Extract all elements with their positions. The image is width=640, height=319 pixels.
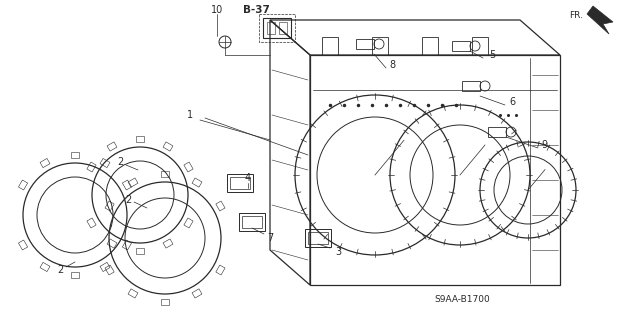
Bar xyxy=(356,39,374,49)
Text: 4: 4 xyxy=(245,173,251,183)
Text: FR.: FR. xyxy=(569,11,583,20)
Text: 6: 6 xyxy=(509,97,515,107)
Text: 7: 7 xyxy=(267,233,273,243)
Text: 10: 10 xyxy=(211,5,223,15)
Polygon shape xyxy=(587,6,613,34)
Bar xyxy=(308,232,328,244)
Bar xyxy=(263,18,291,38)
Bar xyxy=(230,177,250,189)
Bar xyxy=(267,22,275,34)
Bar xyxy=(305,229,331,247)
Text: B-37: B-37 xyxy=(243,5,269,15)
Text: 9: 9 xyxy=(541,140,547,150)
Bar xyxy=(452,41,470,51)
Text: 5: 5 xyxy=(489,50,495,60)
Bar xyxy=(472,37,488,55)
Bar xyxy=(422,37,438,55)
Bar xyxy=(239,213,265,231)
Text: 1: 1 xyxy=(187,110,193,120)
Text: 2: 2 xyxy=(57,265,63,275)
Bar xyxy=(488,127,506,137)
Text: S9AA-B1700: S9AA-B1700 xyxy=(434,295,490,305)
Bar xyxy=(372,37,388,55)
Text: 2: 2 xyxy=(117,157,123,167)
Bar xyxy=(322,37,338,55)
Bar xyxy=(462,81,480,91)
Text: 8: 8 xyxy=(389,60,395,70)
Bar xyxy=(227,174,253,192)
Bar xyxy=(259,14,295,42)
Text: 2: 2 xyxy=(125,195,131,205)
Bar xyxy=(242,216,262,228)
Bar xyxy=(279,22,287,34)
Text: 3: 3 xyxy=(335,247,341,257)
